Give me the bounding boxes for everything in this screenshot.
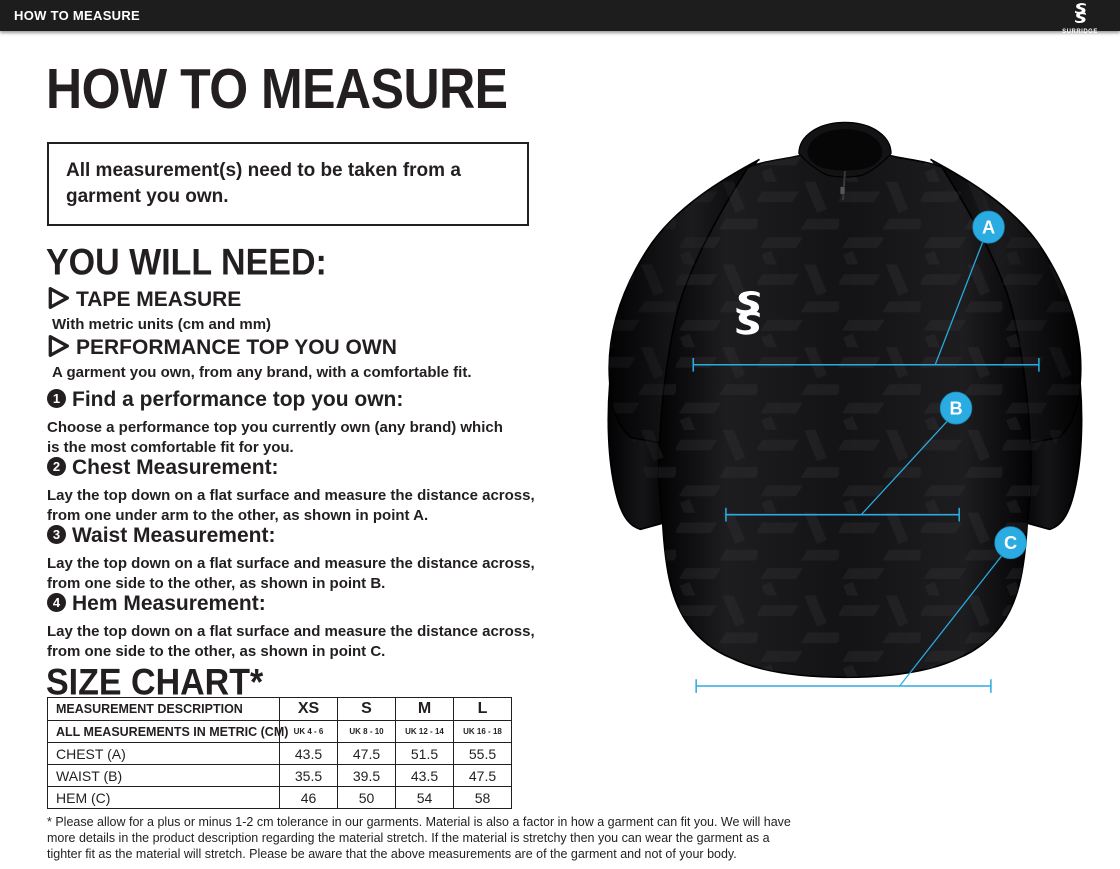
svg-text:C: C — [1004, 532, 1017, 553]
svg-text:B: B — [949, 397, 962, 418]
svg-text:A: A — [982, 216, 995, 237]
